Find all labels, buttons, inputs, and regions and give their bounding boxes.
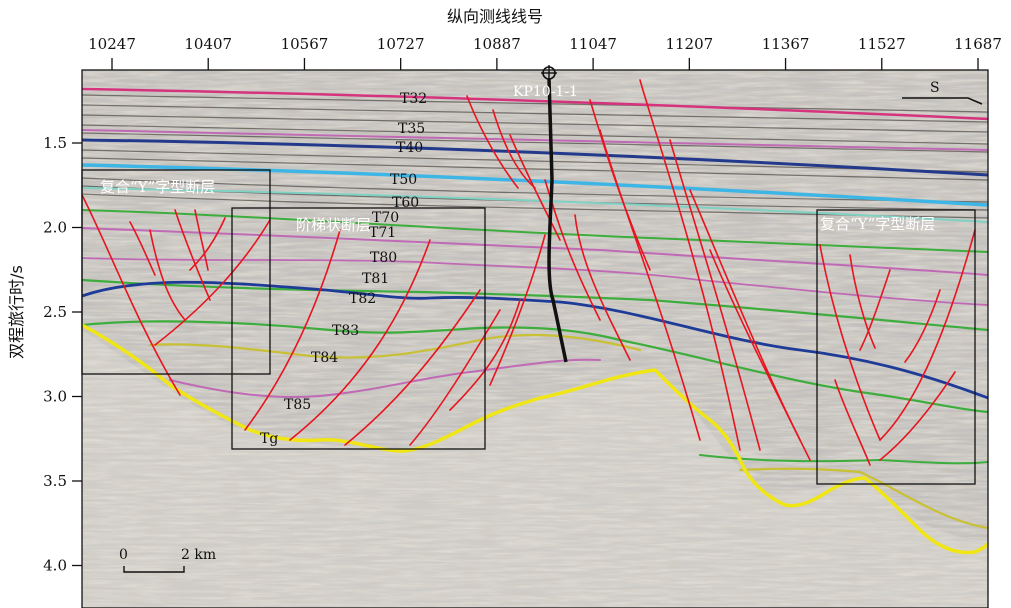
fault-lines: [82, 79, 976, 466]
x-tick-label: 11527: [858, 35, 906, 53]
y-tick-label: 2.0: [43, 219, 67, 237]
label-tg: Tg: [260, 431, 278, 447]
y-tick-label: 4.0: [43, 557, 67, 575]
x-tick-label: 11207: [665, 35, 713, 53]
label-t84: T84: [311, 350, 338, 366]
y-tick-label: 1.5: [43, 134, 67, 152]
label-t71: T71: [369, 225, 396, 241]
horizon-green-lower: [699, 454, 988, 465]
horizon-t71: [82, 227, 988, 276]
plot-frame: [81, 69, 989, 608]
box-label-right: 复合“Y”字型断层: [820, 215, 935, 233]
label-t80: T80: [370, 250, 397, 266]
label-t85: T85: [284, 397, 311, 413]
horizon-t35: [82, 129, 988, 151]
x-tick-label: 11687: [954, 35, 1002, 53]
x-tick-label: 10247: [88, 35, 136, 53]
scale-bar: 0 2 km: [119, 547, 216, 573]
horizon-t85: [169, 358, 601, 399]
box-label-middle: 阶梯状断层: [296, 216, 371, 234]
horizon-labels: T32 T35 T40 T50 T60 T70 T71 T80 T81 T82 …: [260, 91, 427, 447]
label-t70: T70: [372, 210, 399, 226]
x-tick-label: 10407: [184, 35, 232, 53]
seismic-section: [82, 70, 988, 608]
x-tick-label: 10727: [377, 35, 425, 53]
x-tick-label: 11367: [762, 35, 810, 53]
horizon-lines: [82, 87, 988, 555]
direction-label: S: [930, 80, 940, 96]
y-tick-label: 3.0: [43, 388, 67, 406]
annotation-boxes: [81, 169, 976, 485]
x-tick-label: 11047: [569, 35, 617, 53]
box-right: [816, 209, 976, 485]
direction-indicator: S: [902, 80, 983, 105]
label-t81: T81: [362, 271, 389, 287]
top-axis-ticks: 10247 10407 10567 10727 10887 11047 11207 11367…: [88, 35, 1002, 70]
horizon-t32: [82, 87, 988, 121]
scale-bar-start: 0: [119, 547, 128, 563]
horizon-t60: [82, 187, 988, 223]
label-t50: T50: [390, 172, 417, 188]
label-t35: T35: [398, 121, 425, 137]
box-middle: [231, 207, 486, 450]
top-axis-title: 纵向测线线号: [447, 7, 543, 26]
left-axis-title: 双程旅行时/s: [7, 265, 26, 359]
x-tick-label: 10567: [281, 35, 329, 53]
horizon-t50: [82, 163, 988, 207]
horizon-tg: [82, 323, 988, 555]
label-t60: T60: [392, 195, 419, 211]
x-tick-label: 10887: [473, 35, 521, 53]
left-axis-ticks: 1.5 2.0 2.5 3.0 3.5 4.0: [43, 134, 82, 575]
label-t40: T40: [396, 140, 423, 156]
horizon-t82: [82, 280, 988, 400]
horizon-yellow-lower: [738, 467, 988, 530]
box-label-left: 复合“Y”字型断层: [100, 178, 215, 196]
well-kp10-1-1: KP10-1-1: [513, 65, 578, 363]
label-t32: T32: [400, 91, 427, 107]
horizon-t40: [82, 138, 988, 177]
y-tick-label: 3.5: [43, 472, 67, 490]
label-t83: T83: [332, 323, 359, 339]
well-label: KP10-1-1: [513, 84, 578, 100]
label-t82: T82: [349, 291, 376, 307]
y-tick-label: 2.5: [43, 303, 67, 321]
scale-bar-end: 2 km: [181, 547, 216, 563]
